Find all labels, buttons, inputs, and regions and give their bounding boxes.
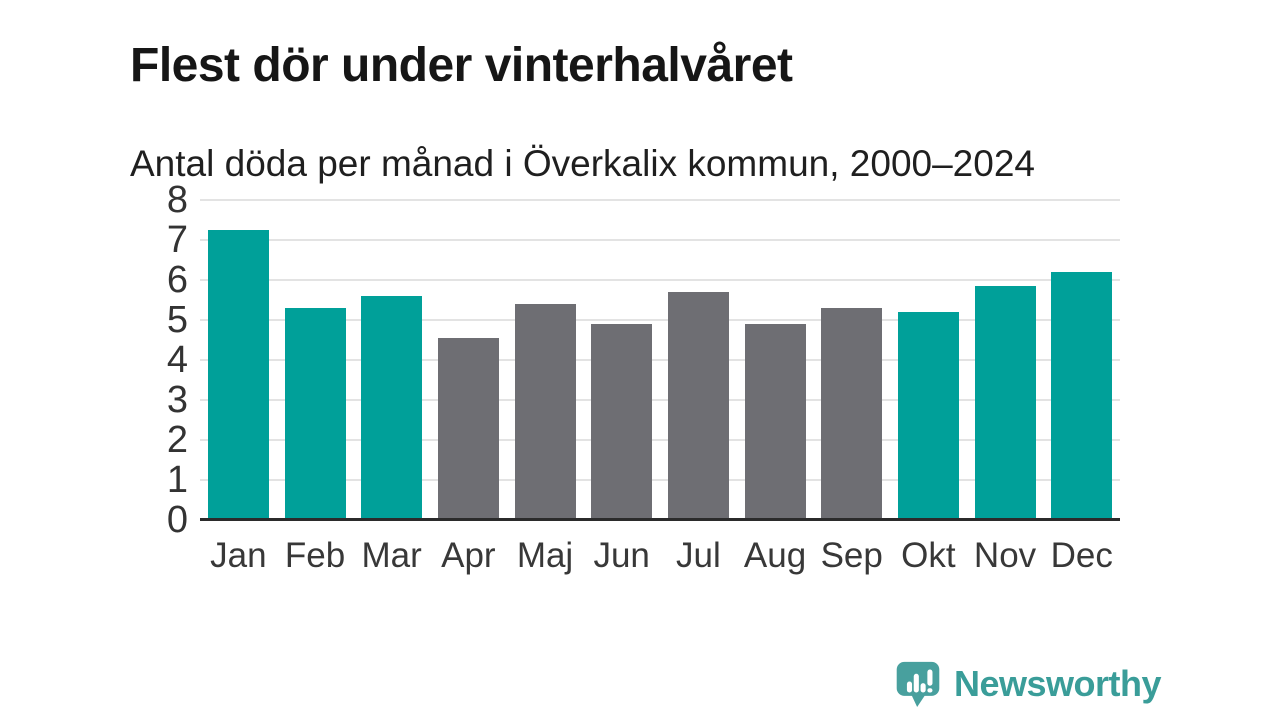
bar-jan: [207, 230, 269, 520]
bar-sep: [821, 308, 883, 520]
y-tick-label-2: 2: [166, 419, 188, 461]
chart-subtitle: Antal döda per månad i Överkalix kommun,…: [130, 143, 1035, 184]
x-axis-line: [200, 518, 1120, 521]
x-tick-label-mar: Mar: [361, 536, 422, 575]
gridline-6: [200, 279, 1120, 281]
bar-mar: [361, 296, 423, 520]
bar-slot-mar: [353, 296, 430, 520]
x-tick-label-nov: Nov: [973, 536, 1037, 575]
bar-maj: [514, 304, 576, 520]
bar-apr: [437, 338, 499, 520]
y-tick-label-1: 1: [166, 459, 188, 501]
bar-slot-aug: [737, 324, 814, 520]
bar-aug: [744, 324, 806, 520]
y-tick-label-3: 3: [166, 379, 188, 421]
bar-slot-jan: [200, 230, 277, 520]
x-tick-label-jul: Jul: [675, 536, 721, 575]
bar-glyph-1: [906, 681, 913, 693]
x-tick-label-sep: Sep: [820, 536, 883, 575]
plot-area: [200, 199, 1120, 521]
bar-slot-apr: [430, 338, 507, 520]
bar-slot-sep: [813, 308, 890, 520]
brand-footer: Newsworthy: [895, 660, 1162, 708]
chart-title: Flest dör under vinterhalvåret: [130, 39, 793, 93]
gridline-3: [200, 399, 1120, 401]
bar-glyph-3: [920, 683, 926, 693]
brand-name: Newsworthy: [954, 663, 1162, 704]
bar-slot-dec: [1043, 272, 1120, 520]
gridline-1: [200, 479, 1120, 481]
y-tick-label-7: 7: [166, 219, 188, 261]
bar-slot-feb: [277, 308, 354, 520]
x-tick-label-feb: Feb: [284, 536, 346, 575]
y-tick-label-8: 8: [166, 179, 188, 221]
bar-jun: [591, 324, 653, 520]
x-tick-label-jan: Jan: [210, 536, 267, 575]
y-tick-label-4: 4: [166, 339, 188, 381]
bar-slot-jun: [583, 324, 660, 520]
x-tick-label-okt: Okt: [901, 536, 956, 575]
bar-jul: [667, 292, 729, 520]
exclamation-dot-glyph: [927, 688, 933, 693]
exclamation-stem-glyph: [927, 669, 933, 686]
y-tick-label-0: 0: [166, 499, 188, 541]
gridline-8: [200, 199, 1120, 201]
bar-slot-maj: [507, 304, 584, 520]
x-tick-label-apr: Apr: [441, 536, 496, 575]
bar-dec: [1051, 272, 1113, 520]
x-tick-label-aug: Aug: [743, 536, 807, 575]
y-tick-label-5: 5: [166, 299, 188, 341]
x-tick-label-dec: Dec: [1050, 536, 1113, 575]
bar-slot-okt: [890, 312, 967, 520]
gridline-7: [200, 239, 1120, 241]
bar-slot-nov: [967, 286, 1044, 520]
speech-bubble-tail: [911, 694, 926, 707]
y-tick-label-6: 6: [166, 259, 188, 301]
gridline-2: [200, 439, 1120, 441]
bar-feb: [284, 308, 346, 520]
bar-glyph-2: [913, 673, 919, 693]
bar-slot-jul: [660, 292, 737, 520]
gridline-5: [200, 319, 1120, 321]
x-axis-labels: Jan Feb Mar Apr Maj Jun Jul Aug Sep Okt Nov Dec: [200, 536, 1120, 576]
gridline-4: [200, 359, 1120, 361]
x-tick-label-maj: Maj: [516, 536, 574, 575]
newsworthy-speech-bubble-bars-icon: [896, 661, 940, 707]
bar-nov: [974, 286, 1036, 520]
x-tick-label-jun: Jun: [593, 536, 650, 575]
bar-okt: [897, 312, 959, 520]
bars-row: [200, 200, 1120, 520]
